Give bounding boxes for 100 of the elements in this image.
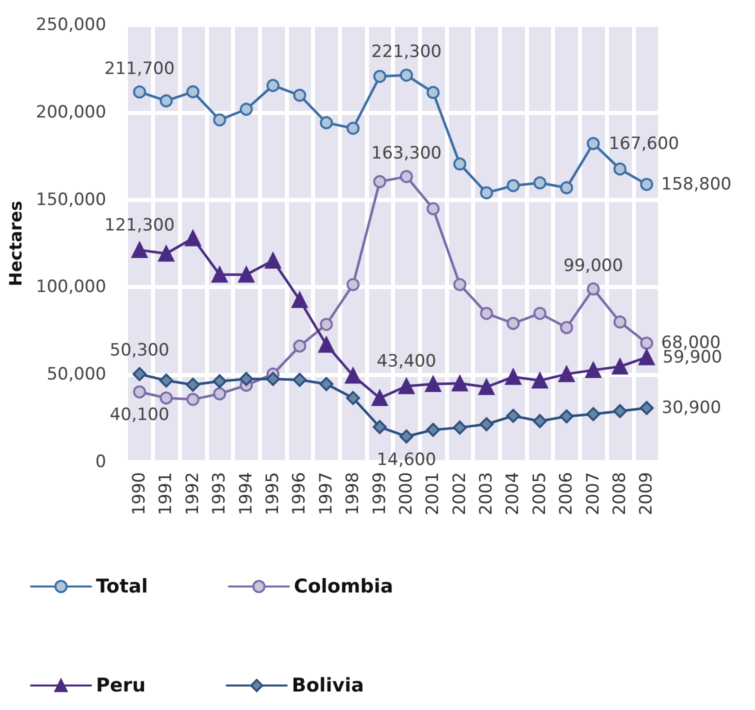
point xyxy=(586,137,600,150)
point xyxy=(480,417,494,432)
point xyxy=(613,315,626,328)
x-tick-label: 2004 xyxy=(503,472,524,516)
x-tick-label: 1990 xyxy=(130,472,150,516)
point xyxy=(346,391,360,406)
point xyxy=(586,407,600,422)
point xyxy=(293,340,306,353)
point xyxy=(452,375,468,392)
data-label: 14,600 xyxy=(376,450,436,470)
legend-label: Peru xyxy=(96,674,146,696)
x-tick-label: 1994 xyxy=(236,472,256,516)
point xyxy=(558,366,575,382)
point xyxy=(398,378,414,394)
point xyxy=(184,230,201,246)
point xyxy=(345,368,362,384)
x-tick-label: 1995 xyxy=(262,472,283,516)
point xyxy=(239,372,254,386)
y-tick-label: 50,000 xyxy=(46,364,106,385)
data-label: 121,300 xyxy=(104,215,175,236)
point xyxy=(264,252,281,269)
point xyxy=(186,392,200,406)
point xyxy=(560,409,574,424)
data-label: 163,300 xyxy=(371,144,442,164)
x-tick-label: 2003 xyxy=(476,472,497,516)
point xyxy=(480,306,494,320)
point xyxy=(560,181,574,194)
point xyxy=(240,102,253,116)
point xyxy=(453,278,466,292)
point xyxy=(212,266,228,283)
point xyxy=(399,429,414,444)
point xyxy=(133,85,146,98)
point xyxy=(373,175,386,188)
point xyxy=(640,400,654,415)
point xyxy=(505,368,522,385)
data-label: 99,000 xyxy=(564,256,624,276)
point xyxy=(160,94,173,108)
point xyxy=(532,414,547,428)
point xyxy=(400,170,413,184)
point xyxy=(318,336,334,353)
point xyxy=(320,318,333,331)
point xyxy=(213,387,226,400)
point xyxy=(638,349,655,366)
point xyxy=(426,202,440,216)
point xyxy=(186,378,200,392)
point xyxy=(132,367,147,382)
point xyxy=(372,390,388,406)
point xyxy=(612,358,628,375)
y-tick-label: 200,000 xyxy=(36,102,106,122)
legend-label: Total xyxy=(96,576,148,598)
point xyxy=(506,179,520,192)
y-tick-label: 100,000 xyxy=(36,277,106,298)
point xyxy=(266,78,280,92)
x-tick-label: 1996 xyxy=(290,472,310,516)
point xyxy=(319,377,334,392)
point xyxy=(373,70,386,83)
data-label: 30,900 xyxy=(662,398,722,418)
data-label: 167,600 xyxy=(608,134,680,154)
x-tick-label: 1992 xyxy=(182,472,203,516)
data-label: 158,800 xyxy=(661,174,732,194)
x-tick-label: 1999 xyxy=(370,472,390,516)
x-tick-label: 1993 xyxy=(210,472,230,516)
x-tick-label: 2000 xyxy=(396,472,416,516)
point xyxy=(158,246,174,262)
point xyxy=(533,176,546,190)
point xyxy=(293,88,306,102)
data-label: 40,100 xyxy=(110,404,170,425)
point xyxy=(560,321,574,334)
point xyxy=(452,420,467,435)
x-tick-label: 1991 xyxy=(156,472,176,516)
point xyxy=(186,85,200,98)
point xyxy=(372,420,387,434)
point xyxy=(426,86,440,99)
point xyxy=(160,392,173,405)
point xyxy=(532,372,548,389)
point xyxy=(533,306,546,320)
point xyxy=(132,242,148,258)
point xyxy=(480,186,494,200)
point xyxy=(585,362,602,378)
point xyxy=(613,162,626,176)
point xyxy=(292,292,308,308)
point xyxy=(346,122,360,135)
point xyxy=(400,68,413,82)
point xyxy=(586,282,600,296)
x-tick-label: 2001 xyxy=(423,472,444,516)
x-tick-label: 2009 xyxy=(636,472,657,516)
x-tick-label: 2008 xyxy=(610,472,630,516)
point xyxy=(320,116,333,130)
point xyxy=(346,278,360,292)
point xyxy=(213,113,226,126)
point xyxy=(506,408,520,423)
point xyxy=(426,422,440,437)
y-tick-label: 150,000 xyxy=(36,190,106,210)
point xyxy=(212,374,227,388)
x-tick-label: 2006 xyxy=(556,472,577,516)
point xyxy=(159,374,174,388)
point xyxy=(453,157,466,170)
point xyxy=(506,316,520,330)
point xyxy=(478,379,495,396)
point xyxy=(640,336,654,350)
